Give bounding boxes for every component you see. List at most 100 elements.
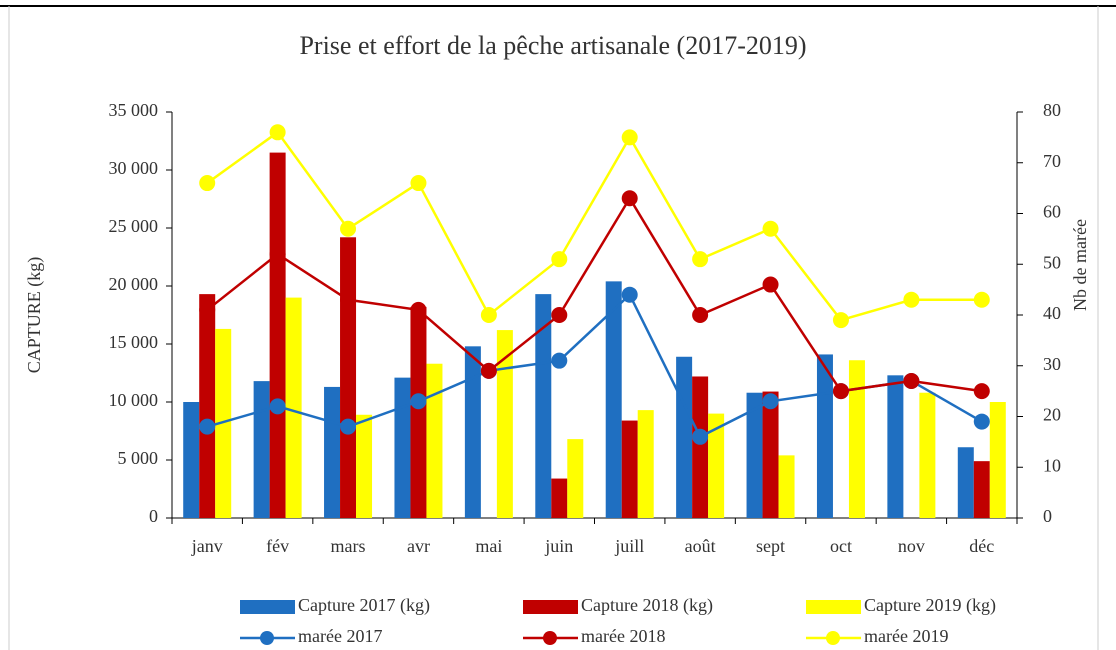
bar <box>426 363 443 518</box>
line-marker <box>973 291 990 308</box>
line-marker <box>903 372 920 389</box>
bar <box>324 386 341 518</box>
y-axis-label: CAPTURE (kg) <box>24 257 45 374</box>
line-marker <box>410 393 427 410</box>
y2-tick-label: 30 <box>1043 354 1061 374</box>
bar <box>410 306 427 518</box>
line-marker <box>621 190 638 207</box>
y-tick-label: 5 000 <box>118 448 159 468</box>
line-marker <box>762 220 779 237</box>
legend-label: marée 2019 <box>864 626 948 646</box>
line-marker <box>832 312 849 329</box>
bar <box>496 330 513 518</box>
line-marker <box>340 220 357 237</box>
line-marker <box>832 383 849 400</box>
line-marker <box>692 251 709 268</box>
legend-swatch <box>543 631 557 645</box>
bar <box>199 294 216 518</box>
bar <box>778 455 795 518</box>
bar <box>551 478 568 518</box>
line-marker <box>621 129 638 146</box>
y-tick-label: 25 000 <box>109 216 159 236</box>
y2-tick-label: 80 <box>1043 100 1061 120</box>
legend-label: Capture 2019 (kg) <box>864 595 996 616</box>
y-tick-label: 15 000 <box>109 332 159 352</box>
bar <box>957 447 974 518</box>
y2-tick-label: 70 <box>1043 151 1061 171</box>
x-tick-label: nov <box>898 536 925 556</box>
legend-label: Capture 2017 (kg) <box>298 595 430 616</box>
y2-tick-label: 40 <box>1043 303 1061 323</box>
line-marker <box>480 362 497 379</box>
bar <box>183 402 200 518</box>
y2-tick-label: 20 <box>1043 405 1061 425</box>
line <box>206 195 982 393</box>
y-tick-label: 30 000 <box>109 158 159 178</box>
y2-tick-label: 0 <box>1043 506 1052 526</box>
x-tick-label: sept <box>756 536 785 556</box>
x-tick-label: mars <box>331 536 366 556</box>
bar <box>692 376 709 518</box>
legend-label: marée 2017 <box>298 626 382 646</box>
bar <box>762 391 779 518</box>
line-marker <box>269 124 286 141</box>
legend-label: marée 2018 <box>581 626 665 646</box>
line-marker <box>903 291 920 308</box>
line-marker <box>973 383 990 400</box>
line-marker <box>551 251 568 268</box>
line-marker <box>762 276 779 293</box>
y-tick-label: 10 000 <box>109 390 159 410</box>
legend-swatch <box>826 631 840 645</box>
bar <box>253 381 270 518</box>
x-tick-label: mai <box>475 536 502 556</box>
x-tick-label: juill <box>614 536 644 556</box>
bar <box>535 294 552 518</box>
legend-label: Capture 2018 (kg) <box>581 595 713 616</box>
bar <box>848 360 865 518</box>
y2-tick-label: 10 <box>1043 455 1061 475</box>
line-marker <box>692 428 709 445</box>
chart-title: Prise et effort de la pêche artisanale (… <box>299 31 806 60</box>
line-marker <box>973 413 990 430</box>
x-tick-label: oct <box>830 536 852 556</box>
y2-tick-label: 60 <box>1043 202 1061 222</box>
line-marker <box>692 307 709 323</box>
legend-swatch <box>240 600 295 614</box>
x-tick-label: août <box>685 536 716 556</box>
bar <box>746 392 763 518</box>
line-marker <box>269 398 286 415</box>
bar <box>989 402 1006 518</box>
line-marker <box>199 418 216 435</box>
line-marker <box>480 307 497 323</box>
bar <box>637 410 654 518</box>
bar <box>605 281 622 518</box>
legend-swatch <box>806 600 861 614</box>
x-tick-label: juin <box>544 536 573 556</box>
bar <box>215 328 232 518</box>
legend-swatch <box>523 600 578 614</box>
bar <box>340 237 357 518</box>
bar <box>394 377 411 518</box>
line-marker <box>410 301 427 318</box>
bar <box>464 346 481 518</box>
x-tick-label: fév <box>266 536 289 556</box>
line-marker <box>762 393 779 410</box>
line-marker <box>410 175 427 192</box>
y-tick-label: 0 <box>149 506 158 526</box>
line-marker <box>551 352 568 369</box>
line <box>206 292 983 439</box>
x-tick-label: déc <box>969 536 994 556</box>
bar <box>567 439 584 518</box>
y-tick-label: 35 000 <box>109 100 159 120</box>
bar <box>621 420 638 518</box>
legend-swatch <box>260 631 274 645</box>
x-tick-label: avr <box>407 536 430 556</box>
bar <box>973 461 990 518</box>
bar <box>356 414 373 518</box>
line-marker <box>199 175 216 192</box>
bar <box>887 375 904 518</box>
line-marker <box>340 418 357 435</box>
bar <box>919 392 936 518</box>
line-marker <box>199 301 216 318</box>
line <box>206 130 982 322</box>
